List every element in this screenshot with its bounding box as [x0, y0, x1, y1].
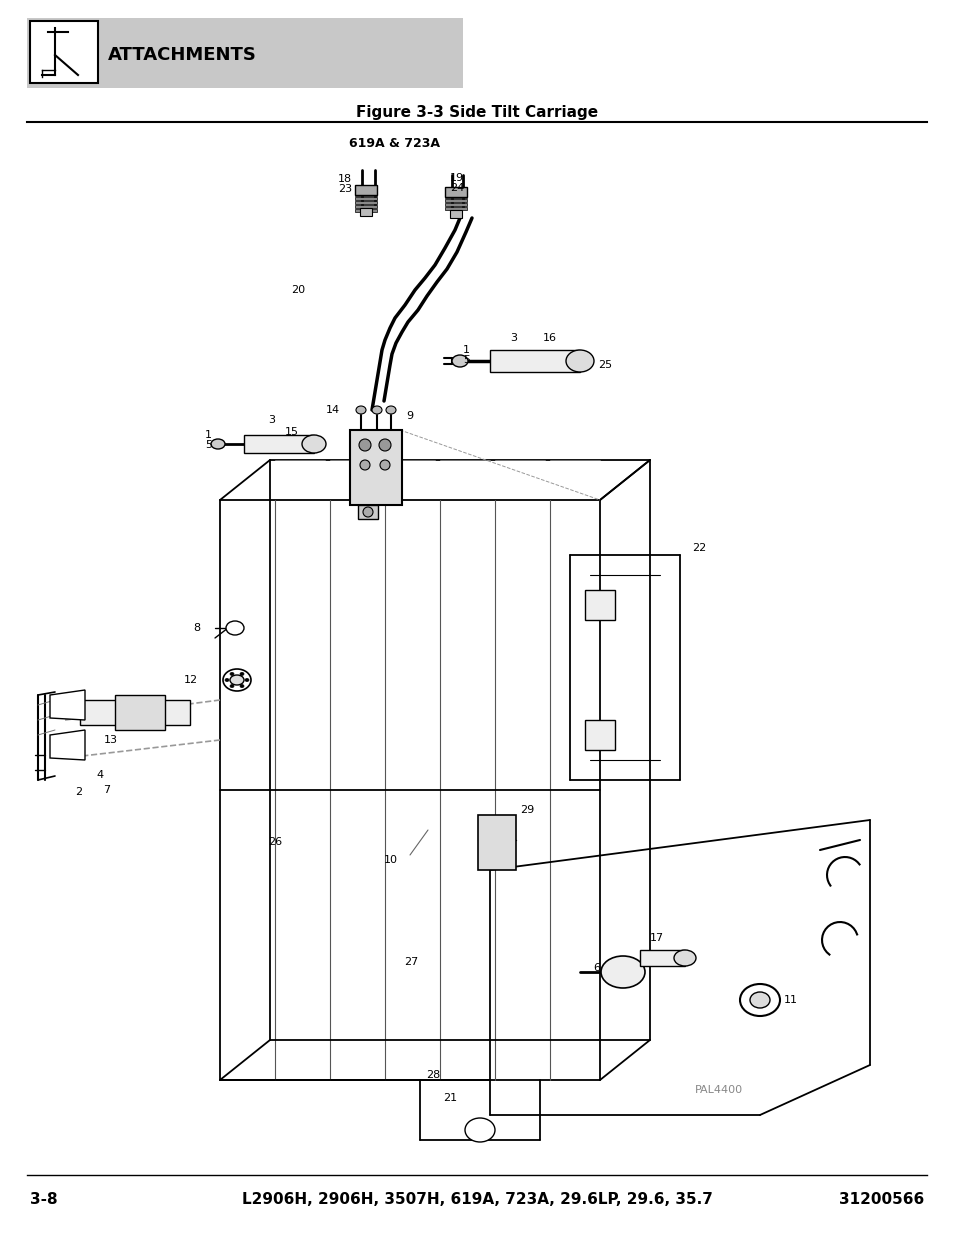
- Bar: [350, 430, 401, 505]
- Text: 14: 14: [326, 405, 339, 415]
- Ellipse shape: [230, 676, 244, 685]
- Bar: [27, 19, 462, 88]
- Ellipse shape: [211, 438, 225, 450]
- Bar: [115, 695, 165, 730]
- Ellipse shape: [749, 992, 769, 1008]
- Polygon shape: [50, 690, 85, 720]
- Bar: [584, 720, 615, 750]
- Ellipse shape: [226, 621, 244, 635]
- Text: 8: 8: [193, 622, 200, 634]
- Text: 17: 17: [649, 932, 663, 944]
- Ellipse shape: [379, 459, 390, 471]
- Ellipse shape: [240, 672, 244, 676]
- Text: 15: 15: [285, 427, 298, 437]
- Text: 2: 2: [74, 787, 82, 797]
- Ellipse shape: [223, 669, 251, 692]
- Text: Figure 3-3 Side Tilt Carriage: Figure 3-3 Side Tilt Carriage: [355, 105, 598, 120]
- Text: 7: 7: [103, 785, 110, 795]
- Ellipse shape: [600, 956, 644, 988]
- Text: 12: 12: [184, 676, 198, 685]
- Ellipse shape: [565, 350, 594, 372]
- Ellipse shape: [740, 984, 780, 1016]
- Bar: [490, 350, 579, 372]
- Text: L2906H, 2906H, 3507H, 619A, 723A, 29.6LP, 29.6, 35.7: L2906H, 2906H, 3507H, 619A, 723A, 29.6LP…: [241, 1193, 712, 1208]
- Text: 19
24: 19 24: [450, 173, 464, 194]
- Text: 20: 20: [291, 285, 305, 295]
- Ellipse shape: [355, 406, 366, 414]
- Ellipse shape: [230, 672, 233, 676]
- Ellipse shape: [452, 354, 468, 367]
- Text: 28: 28: [425, 1070, 439, 1079]
- Bar: [355, 209, 376, 212]
- Bar: [244, 435, 314, 453]
- Ellipse shape: [240, 684, 244, 688]
- Bar: [355, 193, 376, 196]
- Text: PAL4400: PAL4400: [695, 1086, 742, 1095]
- Polygon shape: [50, 730, 85, 760]
- Bar: [639, 950, 684, 966]
- Ellipse shape: [386, 406, 395, 414]
- Text: 22: 22: [691, 543, 705, 553]
- Bar: [584, 590, 615, 620]
- Bar: [355, 198, 376, 200]
- Text: 27: 27: [403, 957, 417, 967]
- Ellipse shape: [464, 1118, 495, 1142]
- Ellipse shape: [230, 684, 233, 688]
- Ellipse shape: [363, 508, 373, 517]
- Text: 619A & 723A: 619A & 723A: [349, 137, 440, 149]
- Text: 31200566: 31200566: [838, 1193, 923, 1208]
- Bar: [359, 207, 372, 216]
- Ellipse shape: [378, 438, 391, 451]
- Text: 6: 6: [593, 963, 599, 973]
- Ellipse shape: [225, 678, 229, 682]
- Ellipse shape: [673, 950, 696, 966]
- Ellipse shape: [302, 435, 326, 453]
- Bar: [444, 207, 467, 210]
- Bar: [30, 21, 98, 83]
- Bar: [444, 186, 467, 198]
- Text: 18
23: 18 23: [337, 174, 352, 194]
- Bar: [355, 201, 376, 204]
- Text: 3: 3: [510, 333, 517, 343]
- Bar: [444, 195, 467, 198]
- Ellipse shape: [358, 438, 371, 451]
- Text: 21: 21: [442, 1093, 456, 1103]
- Bar: [450, 210, 461, 219]
- Bar: [355, 205, 376, 207]
- Text: 9: 9: [406, 411, 413, 421]
- Text: 1
5: 1 5: [205, 430, 212, 451]
- Bar: [357, 505, 377, 519]
- Bar: [477, 815, 516, 869]
- Ellipse shape: [359, 459, 370, 471]
- Bar: [355, 185, 376, 195]
- Text: 25: 25: [598, 359, 612, 370]
- Text: ATTACHMENTS: ATTACHMENTS: [108, 46, 256, 64]
- Text: 4: 4: [97, 769, 104, 781]
- Bar: [80, 700, 190, 725]
- Ellipse shape: [245, 678, 249, 682]
- Text: 11: 11: [783, 995, 797, 1005]
- Text: 26: 26: [268, 837, 282, 847]
- Text: 1
5: 1 5: [462, 345, 470, 366]
- Text: 3: 3: [268, 415, 274, 425]
- Text: 13: 13: [104, 735, 118, 745]
- Ellipse shape: [372, 406, 381, 414]
- Text: 3-8: 3-8: [30, 1193, 57, 1208]
- Text: 29: 29: [519, 805, 534, 815]
- Bar: [444, 199, 467, 203]
- Text: 10: 10: [384, 855, 397, 864]
- Text: 16: 16: [542, 333, 557, 343]
- Bar: [444, 203, 467, 206]
